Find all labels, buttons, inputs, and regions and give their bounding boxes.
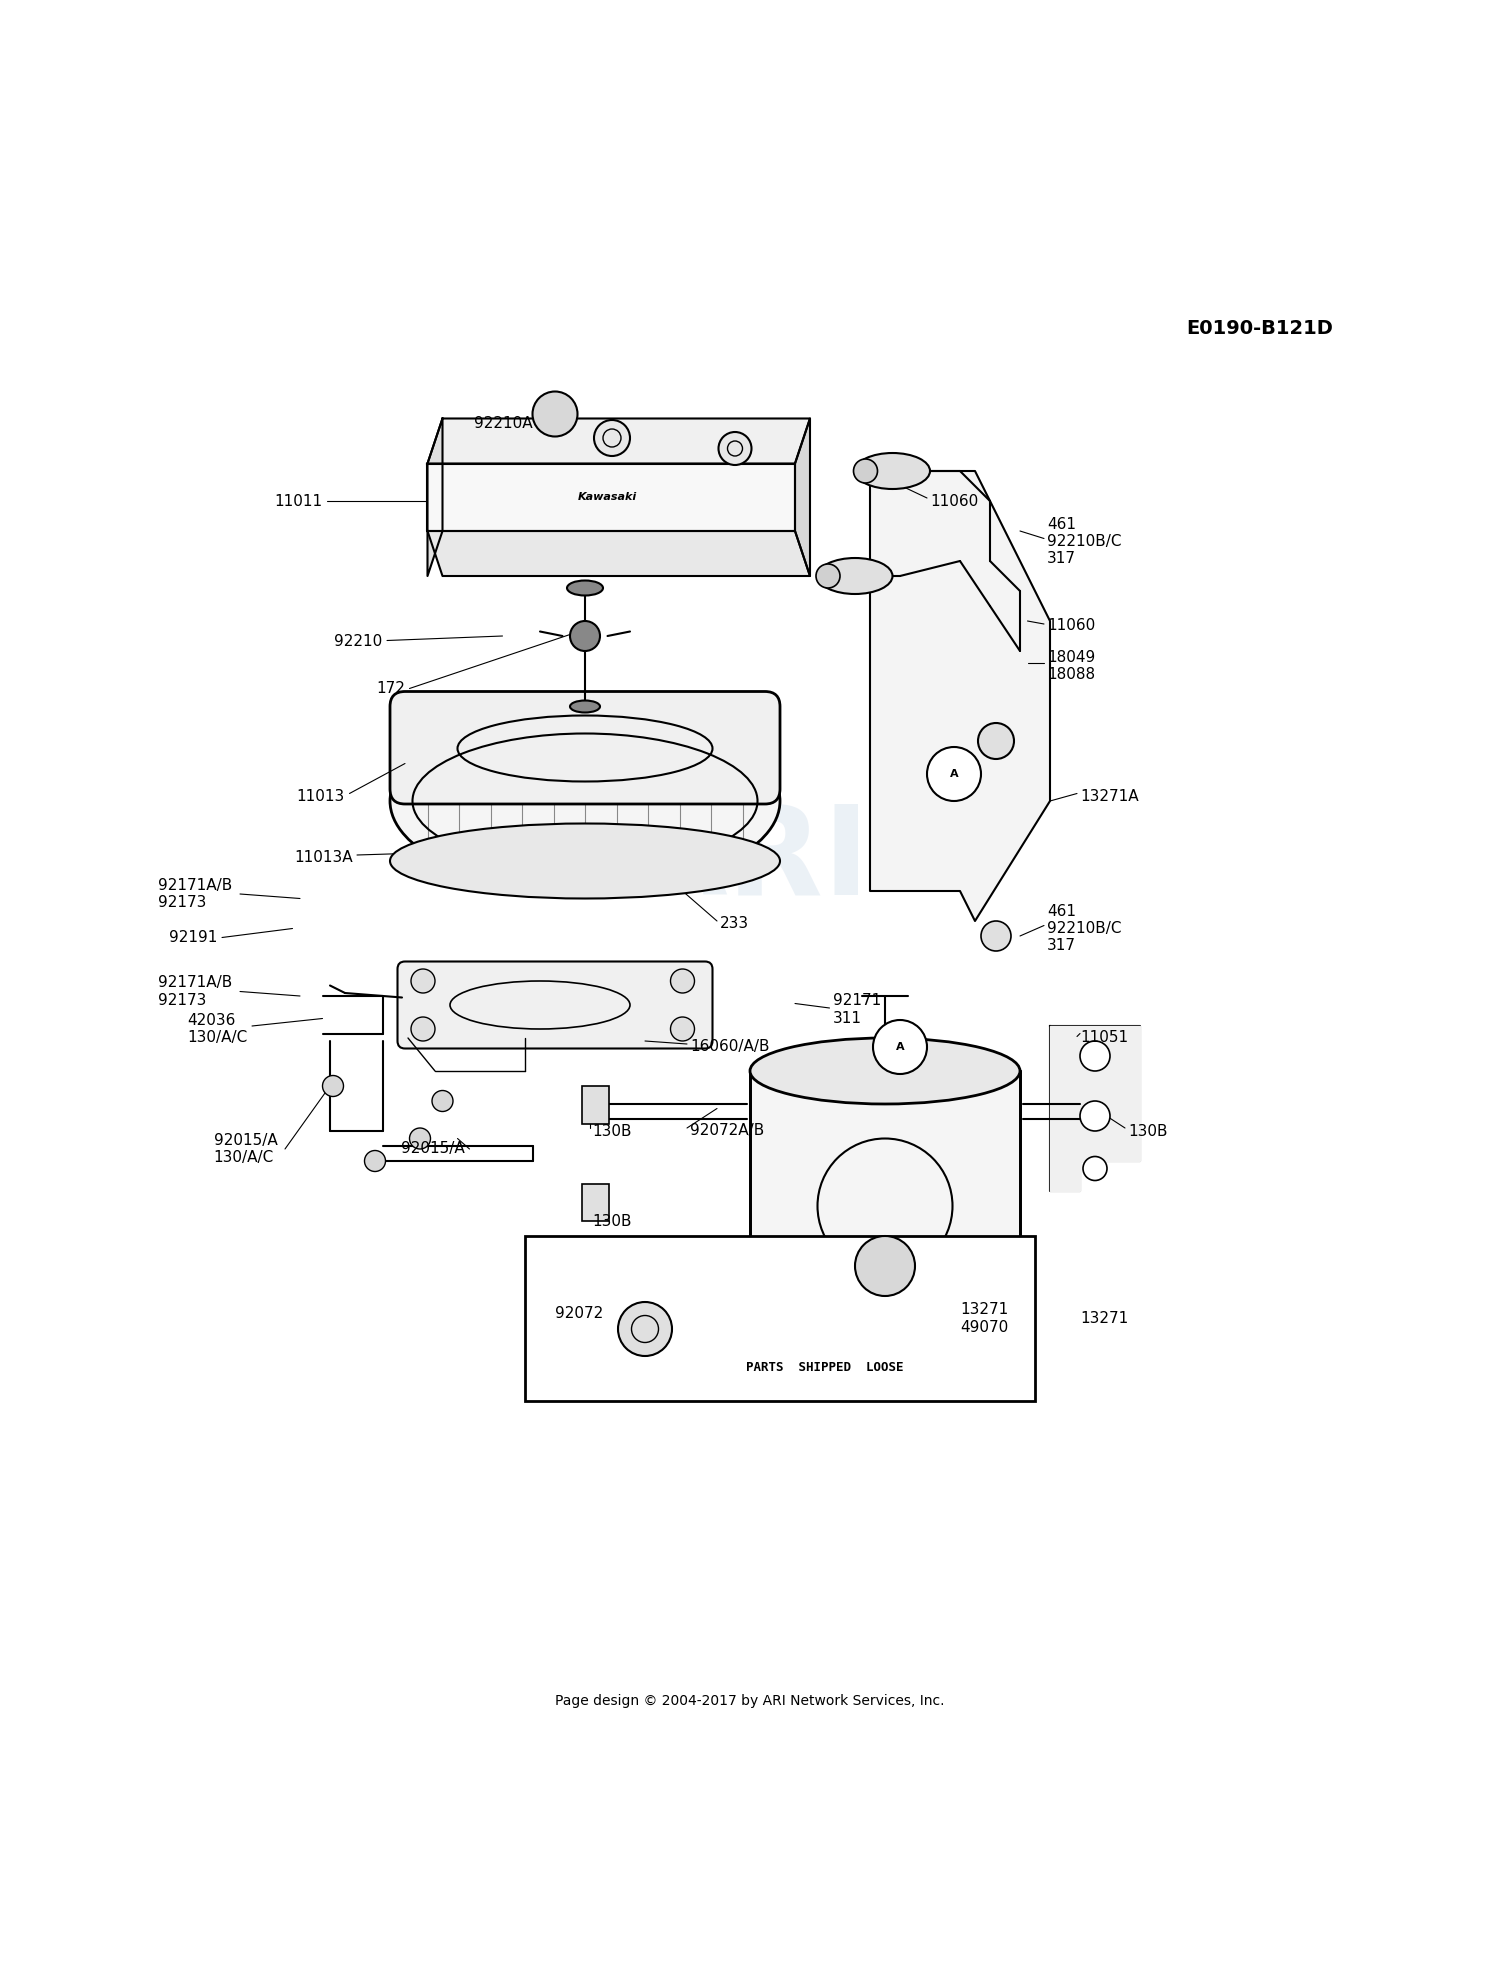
Text: 13271A: 13271A	[1080, 789, 1138, 804]
Ellipse shape	[750, 1293, 1020, 1360]
Text: PARTS  SHIPPED  LOOSE: PARTS SHIPPED LOOSE	[747, 1362, 903, 1373]
Text: 11051: 11051	[1080, 1030, 1128, 1046]
Circle shape	[432, 1091, 453, 1112]
Ellipse shape	[567, 581, 603, 596]
Text: 11013: 11013	[297, 789, 345, 804]
Circle shape	[670, 969, 694, 993]
Circle shape	[411, 969, 435, 993]
Text: 92015/A
130/A/C: 92015/A 130/A/C	[213, 1132, 278, 1165]
Ellipse shape	[750, 1038, 1020, 1105]
Circle shape	[855, 1236, 915, 1297]
Circle shape	[873, 1020, 927, 1073]
Circle shape	[853, 459, 877, 483]
Bar	[582, 1087, 609, 1124]
FancyBboxPatch shape	[390, 691, 780, 804]
Text: 92171A/B
92173: 92171A/B 92173	[159, 975, 232, 1008]
Text: 92171A/B
92173: 92171A/B 92173	[159, 877, 232, 910]
Text: A: A	[950, 769, 958, 779]
Text: 11060: 11060	[1047, 618, 1095, 634]
Circle shape	[978, 724, 1014, 759]
Circle shape	[411, 1016, 435, 1042]
Polygon shape	[427, 532, 810, 577]
Polygon shape	[427, 418, 810, 463]
Bar	[750, 1071, 1020, 1326]
Text: 92072: 92072	[555, 1307, 603, 1322]
Text: 13271: 13271	[1080, 1311, 1128, 1326]
Text: Page design © 2004-2017 by ARI Network Services, Inc.: Page design © 2004-2017 by ARI Network S…	[555, 1693, 945, 1709]
Circle shape	[322, 1075, 344, 1097]
Text: 130B: 130B	[592, 1124, 632, 1138]
Circle shape	[670, 1016, 694, 1042]
Ellipse shape	[390, 710, 780, 891]
Text: Kawasaki: Kawasaki	[578, 492, 638, 502]
Text: 130B: 130B	[1128, 1124, 1167, 1138]
Text: E0190-B121D: E0190-B121D	[1186, 320, 1334, 337]
Polygon shape	[1050, 1026, 1140, 1191]
Text: ARI: ARI	[630, 800, 870, 922]
Bar	[582, 1183, 609, 1220]
Circle shape	[410, 1128, 430, 1150]
Circle shape	[618, 1303, 672, 1356]
Text: 42036
130/A/C: 42036 130/A/C	[188, 1012, 248, 1046]
Circle shape	[594, 420, 630, 455]
Circle shape	[1083, 1156, 1107, 1181]
Text: 11011: 11011	[274, 494, 322, 508]
Text: 11013A: 11013A	[294, 850, 352, 865]
Text: 92210: 92210	[334, 634, 382, 649]
Polygon shape	[427, 463, 795, 532]
Text: 92210A: 92210A	[474, 416, 532, 430]
Polygon shape	[795, 418, 810, 577]
Text: 18049
18088: 18049 18088	[1047, 649, 1095, 683]
Text: 92171
311: 92171 311	[833, 993, 880, 1026]
Circle shape	[1080, 1042, 1110, 1071]
Polygon shape	[427, 418, 442, 577]
Ellipse shape	[390, 824, 780, 899]
Text: 130B: 130B	[592, 1214, 632, 1228]
Circle shape	[927, 748, 981, 800]
Ellipse shape	[570, 700, 600, 712]
Text: 461
92210B/C
317: 461 92210B/C 317	[1047, 904, 1122, 954]
Polygon shape	[870, 471, 1050, 920]
Circle shape	[816, 563, 840, 589]
Text: A: A	[896, 1042, 904, 1052]
Circle shape	[718, 432, 752, 465]
Text: 11060: 11060	[930, 494, 978, 508]
Bar	[525, 1236, 1035, 1401]
Text: 92015/A: 92015/A	[402, 1142, 465, 1156]
Text: 461
92210B/C
317: 461 92210B/C 317	[1047, 516, 1122, 567]
Circle shape	[532, 392, 578, 436]
Text: 92072A/B: 92072A/B	[690, 1124, 764, 1138]
Circle shape	[570, 622, 600, 651]
FancyBboxPatch shape	[398, 961, 712, 1048]
Ellipse shape	[855, 453, 930, 489]
Text: 13271
49070: 13271 49070	[960, 1303, 1008, 1334]
Circle shape	[981, 920, 1011, 952]
Circle shape	[1080, 1101, 1110, 1130]
Circle shape	[364, 1150, 386, 1171]
Ellipse shape	[818, 557, 892, 594]
Text: 16060/A/B: 16060/A/B	[690, 1040, 770, 1054]
Text: 233: 233	[720, 916, 748, 932]
Text: 92191: 92191	[170, 930, 217, 946]
Text: 172: 172	[376, 681, 405, 697]
